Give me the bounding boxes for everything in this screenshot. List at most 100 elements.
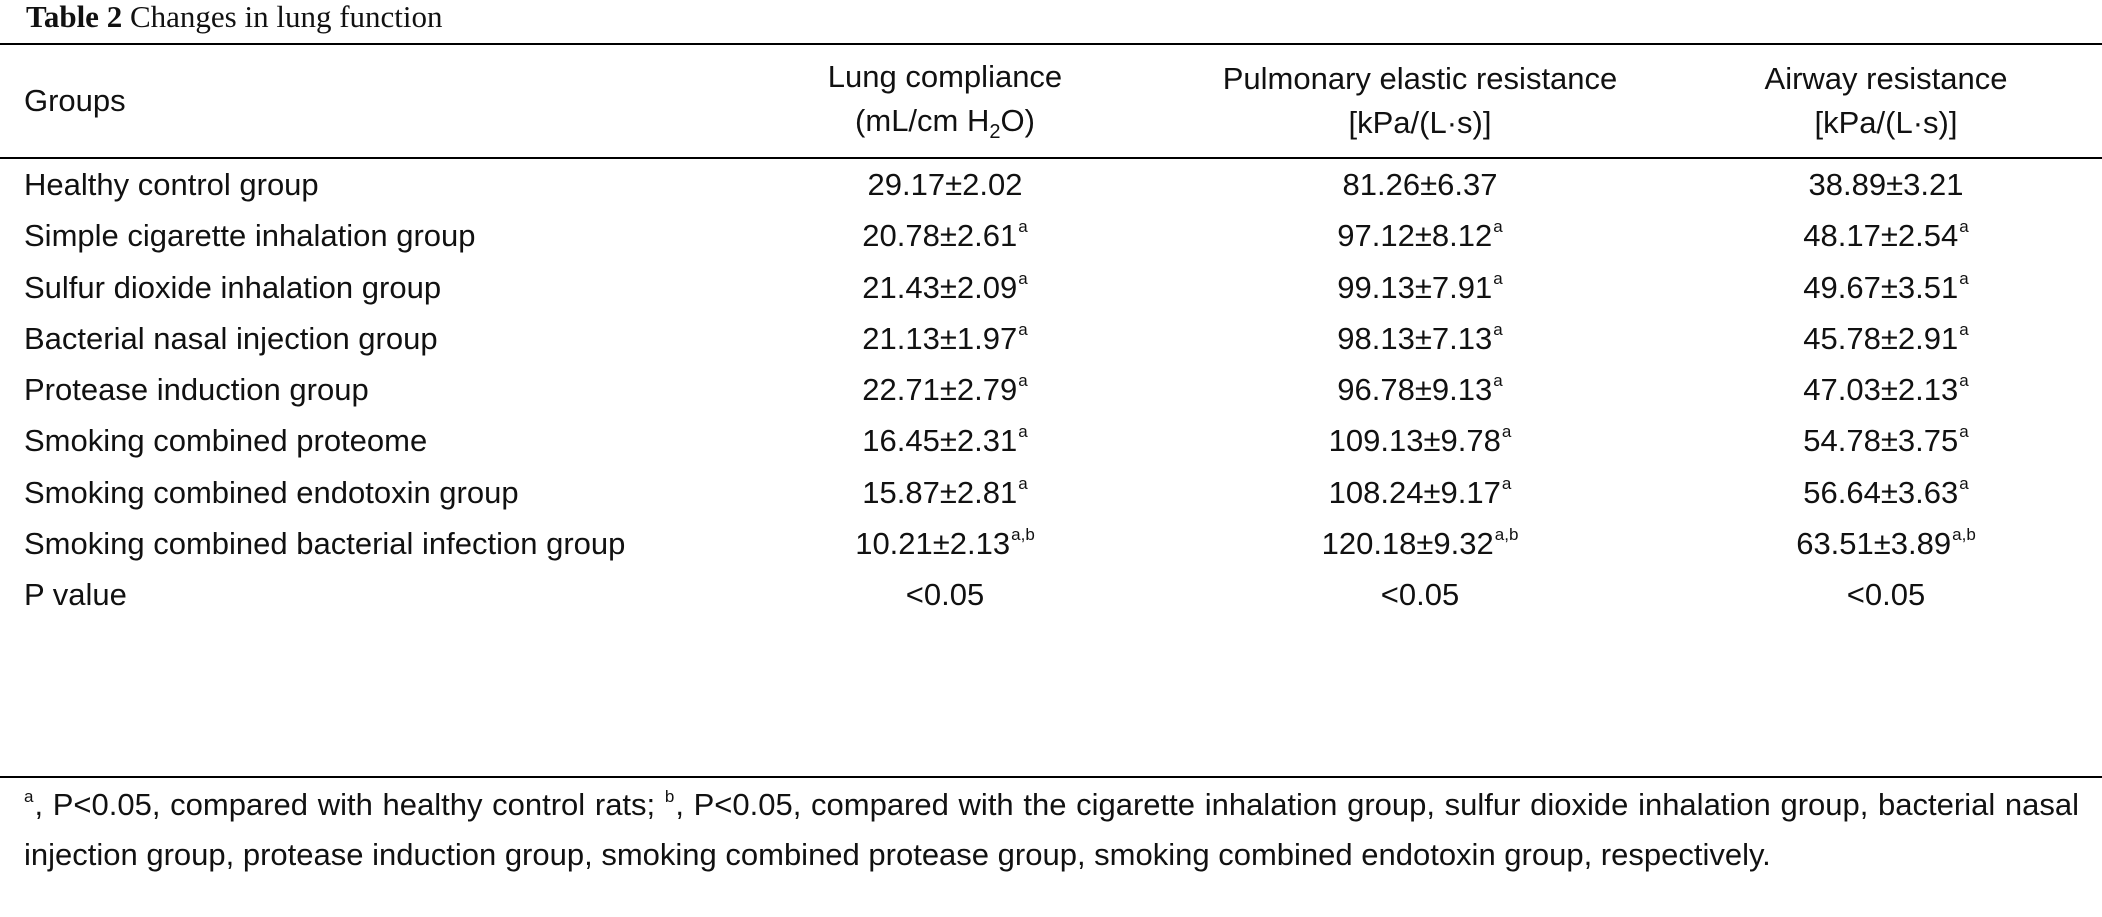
cell-lung-compliance-superscript: a [1018,473,1028,493]
table-caption-label: Table 2 [26,0,123,34]
cell-pulmonary-elastic-resistance: 109.13±9.78a [1170,407,1670,475]
table-row: Simple cigarette inhalation group 20.78±2… [0,202,2102,270]
table-footnote: a, P<0.05, compared with healthy control… [24,782,2079,877]
header-pulmonary-elastic-resistance-unit: [kPa/(L·s)] [1348,105,1492,140]
cell-pulmonary-elastic-resistance-superscript: a [1493,217,1503,237]
cell-lung-compliance-value: 20.78±2.61 [862,218,1018,254]
cell-pulmonary-elastic-resistance-superscript: a [1493,268,1503,288]
table-row: Smoking combined proteome 16.45±2.31a 109.… [0,407,2102,475]
cell-pulmonary-elastic-resistance-value: 120.18±9.32 [1321,525,1494,561]
cell-lung-compliance: 22.71±2.79a [745,356,1145,424]
cell-lung-compliance: 20.78±2.61a [745,202,1145,270]
header-airway-resistance: Airway resistance [kPa/(L·s)] [1686,45,2086,157]
table-row: Bacterial nasal injection group 21.13±1.9… [0,305,2102,373]
cell-lung-compliance-value: 16.45±2.31 [862,423,1018,459]
cell-lung-compliance-value: 21.13±1.97 [862,320,1018,356]
cell-pulmonary-elastic-resistance: 98.13±7.13a [1170,305,1670,373]
cell-airway-resistance: 63.51±3.89a,b [1686,510,2086,578]
cell-airway-resistance: 49.67±3.51a [1686,254,2086,322]
cell-airway-resistance-value: 54.78±3.75 [1803,423,1959,459]
row-group-name: Smoking combined bacterial infection gro… [24,525,626,561]
cell-lung-compliance-superscript: a [1018,217,1028,237]
cell-airway-resistance: 47.03±2.13a [1686,356,2086,424]
header-lung-compliance-unit: (mL/cm H2O) [855,103,1035,143]
cell-airway-resistance: <0.05 [1686,561,2086,629]
table-caption: Table 2 Changes in lung function [26,0,443,36]
cell-lung-compliance-value: 29.17±2.02 [867,167,1023,202]
cell-pulmonary-elastic-resistance: 96.78±9.13a [1170,356,1670,424]
cell-pulmonary-elastic-resistance-value: 98.13±7.13 [1337,320,1493,356]
cell-pulmonary-elastic-resistance-value: 81.26±6.37 [1342,167,1498,202]
table-row: P value <0.05 <0.05 <0.05 [0,561,2102,629]
row-group-name: Sulfur dioxide inhalation group [24,269,442,305]
cell-airway-resistance-value: 63.51±3.89 [1796,525,1952,561]
cell-pulmonary-elastic-resistance: 120.18±9.32a,b [1170,510,1670,578]
cell-lung-compliance-value: 21.43±2.09 [862,269,1018,305]
cell-airway-resistance-superscript: a,b [1952,524,1976,544]
cell-pulmonary-elastic-resistance-superscript: a [1501,473,1512,493]
header-airway-resistance-unit: [kPa/(L·s)] [1814,105,1958,140]
table-row: Sulfur dioxide inhalation group 21.43±2.0… [0,254,2102,322]
cell-pulmonary-elastic-resistance-value: 108.24±9.17 [1328,474,1501,510]
header-lung-compliance-line1: Lung compliance [827,59,1063,94]
header-pulmonary-elastic-resistance: Pulmonary elastic resistance [kPa/(L·s)] [1170,45,1670,157]
cell-airway-resistance-value: 38.89±3.21 [1808,167,1964,202]
cell-lung-compliance: 16.45±2.31a [745,407,1145,475]
cell-pulmonary-elastic-resistance-superscript: a,b [1494,524,1519,544]
cell-airway-resistance-superscript: a [1959,371,1969,390]
cell-airway-resistance-superscript: a [1959,422,1969,442]
footnote-mark-b: b [664,787,675,806]
cell-lung-compliance-superscript: a [1018,319,1028,339]
table-row: Smoking combined endotoxin group 15.87±2.… [0,459,2102,527]
cell-airway-resistance: 45.78±2.91a [1686,305,2086,373]
cell-lung-compliance-value: 15.87±2.81 [862,474,1018,510]
header-lung-compliance: Lung compliance (mL/cm H2O) [745,45,1145,157]
cell-lung-compliance-value: 10.21±2.13 [855,525,1011,561]
cell-airway-resistance-value: 47.03±2.13 [1803,372,1959,407]
cell-airway-resistance-value: 56.64±3.63 [1803,474,1959,510]
cell-pulmonary-elastic-resistance-superscript: a [1493,371,1503,390]
cell-airway-resistance-value: <0.05 [1846,577,1926,612]
cell-pulmonary-elastic-resistance: <0.05 [1170,561,1670,629]
cell-airway-resistance-value: 48.17±2.54 [1803,218,1959,254]
cell-lung-compliance: 21.43±2.09a [745,254,1145,322]
cell-pulmonary-elastic-resistance-value: 96.78±9.13 [1337,372,1493,407]
row-group-name: P value [24,577,127,612]
row-group-name: Protease induction group [24,372,369,407]
cell-airway-resistance: 48.17±2.54a [1686,202,2086,270]
cell-pulmonary-elastic-resistance: 99.13±7.91a [1170,254,1670,322]
cell-lung-compliance-superscript: a [1018,422,1028,442]
cell-airway-resistance-superscript: a [1959,319,1969,339]
cell-airway-resistance-value: 49.67±3.51 [1803,269,1959,305]
header-pulmonary-elastic-resistance-line1: Pulmonary elastic resistance [1222,61,1618,96]
cell-lung-compliance-superscript: a,b [1011,524,1035,544]
footnote-text-a: , P<0.05, compared with healthy control … [34,787,665,822]
table-header: Groups Lung compliance (mL/cm H2O) Pulmo… [0,45,2102,157]
cell-pulmonary-elastic-resistance-superscript: a [1501,422,1512,442]
cell-lung-compliance-superscript: a [1018,268,1028,288]
row-group-name: Simple cigarette inhalation group [24,218,476,254]
table-row: Smoking combined bacterial infection gro… [0,510,2102,578]
table-caption-text: Changes in lung function [129,0,443,34]
cell-pulmonary-elastic-resistance-value: 97.12±8.12 [1337,218,1493,254]
cell-lung-compliance-value: <0.05 [905,577,985,612]
cell-airway-resistance-superscript: a [1959,268,1969,288]
table-row: Protease induction group 22.71±2.79a 96.78… [0,356,2102,424]
table-top-rule [0,43,2102,45]
cell-pulmonary-elastic-resistance: 108.24±9.17a [1170,459,1670,527]
cell-lung-compliance: 21.13±1.97a [745,305,1145,373]
cell-airway-resistance: 54.78±3.75a [1686,407,2086,475]
cell-airway-resistance: 38.89±3.21 [1686,151,2086,219]
footnote-mark-a: a [24,787,34,806]
footnote-text-b: , P<0.05, compared with the cigarette in… [24,787,2080,872]
row-group-name: Smoking combined proteome [24,423,428,459]
table-bottom-rule [0,776,2102,778]
cell-airway-resistance-superscript: a [1959,217,1969,237]
cell-airway-resistance-superscript: a [1959,473,1969,493]
cell-lung-compliance: 15.87±2.81a [745,459,1145,527]
row-group-name: Bacterial nasal injection group [24,320,438,356]
row-group-name: Smoking combined endotoxin group [24,474,519,510]
cell-lung-compliance: <0.05 [745,561,1145,629]
header-groups: Groups [24,45,424,157]
table-header-rule [0,157,2102,159]
